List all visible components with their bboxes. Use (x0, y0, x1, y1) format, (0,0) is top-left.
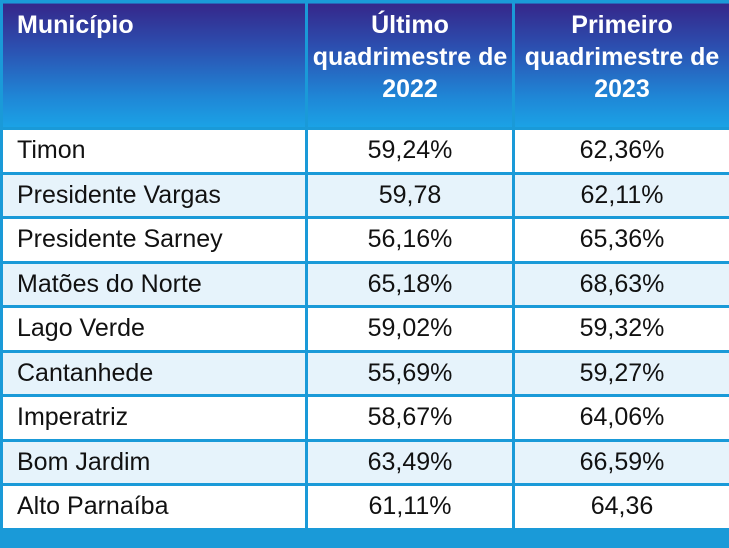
cell-municipio: Cantanhede (0, 349, 308, 397)
table-row: Bom Jardim 63,49% 66,59% (0, 438, 729, 486)
table-row: Presidente Sarney 56,16% 65,36% (0, 216, 729, 264)
table-row: Alto Parnaíba 61,11% 64,36 (0, 483, 729, 531)
cell-municipio: Matões do Norte (0, 260, 308, 308)
table-row: Imperatriz 58,67% 64,06% (0, 394, 729, 442)
cell-municipio: Imperatriz (0, 394, 308, 442)
cell-q2022: 56,16% (305, 216, 515, 264)
header-primeiro-quadrimestre-2023: Primeiro quadrimestre de 2023 (512, 0, 729, 130)
cell-q2023: 62,36% (512, 127, 729, 175)
cell-q2023: 62,11% (512, 171, 729, 219)
cell-q2022: 59,24% (305, 127, 515, 175)
cell-q2022: 63,49% (305, 438, 515, 486)
cell-q2023: 64,06% (512, 394, 729, 442)
header-municipio: Município (0, 0, 308, 130)
table-row: Lago Verde 59,02% 59,32% (0, 305, 729, 353)
cell-municipio: Lago Verde (0, 305, 308, 353)
table-row: Cantanhede 55,69% 59,27% (0, 349, 729, 397)
header-row: Município Último quadrimestre de 2022 Pr… (0, 0, 729, 130)
municipality-table: Município Último quadrimestre de 2022 Pr… (0, 0, 729, 531)
header-ultimo-quadrimestre-2022: Último quadrimestre de 2022 (305, 0, 515, 130)
cell-q2023: 64,36 (512, 483, 729, 531)
cell-municipio: Presidente Sarney (0, 216, 308, 264)
table-row: Presidente Vargas 59,78 62,11% (0, 171, 729, 219)
cell-q2023: 59,27% (512, 349, 729, 397)
cell-q2022: 58,67% (305, 394, 515, 442)
table-row: Matões do Norte 65,18% 68,63% (0, 260, 729, 308)
cell-q2022: 61,11% (305, 483, 515, 531)
cell-municipio: Alto Parnaíba (0, 483, 308, 531)
cell-q2022: 59,02% (305, 305, 515, 353)
cell-q2023: 68,63% (512, 260, 729, 308)
table-row: Timon 59,24% 62,36% (0, 127, 729, 175)
cell-q2022: 55,69% (305, 349, 515, 397)
cell-municipio: Timon (0, 127, 308, 175)
cell-q2022: 65,18% (305, 260, 515, 308)
cell-q2023: 65,36% (512, 216, 729, 264)
cell-municipio: Bom Jardim (0, 438, 308, 486)
cell-municipio: Presidente Vargas (0, 171, 308, 219)
cell-q2023: 66,59% (512, 438, 729, 486)
cell-q2022: 59,78 (305, 171, 515, 219)
cell-q2023: 59,32% (512, 305, 729, 353)
